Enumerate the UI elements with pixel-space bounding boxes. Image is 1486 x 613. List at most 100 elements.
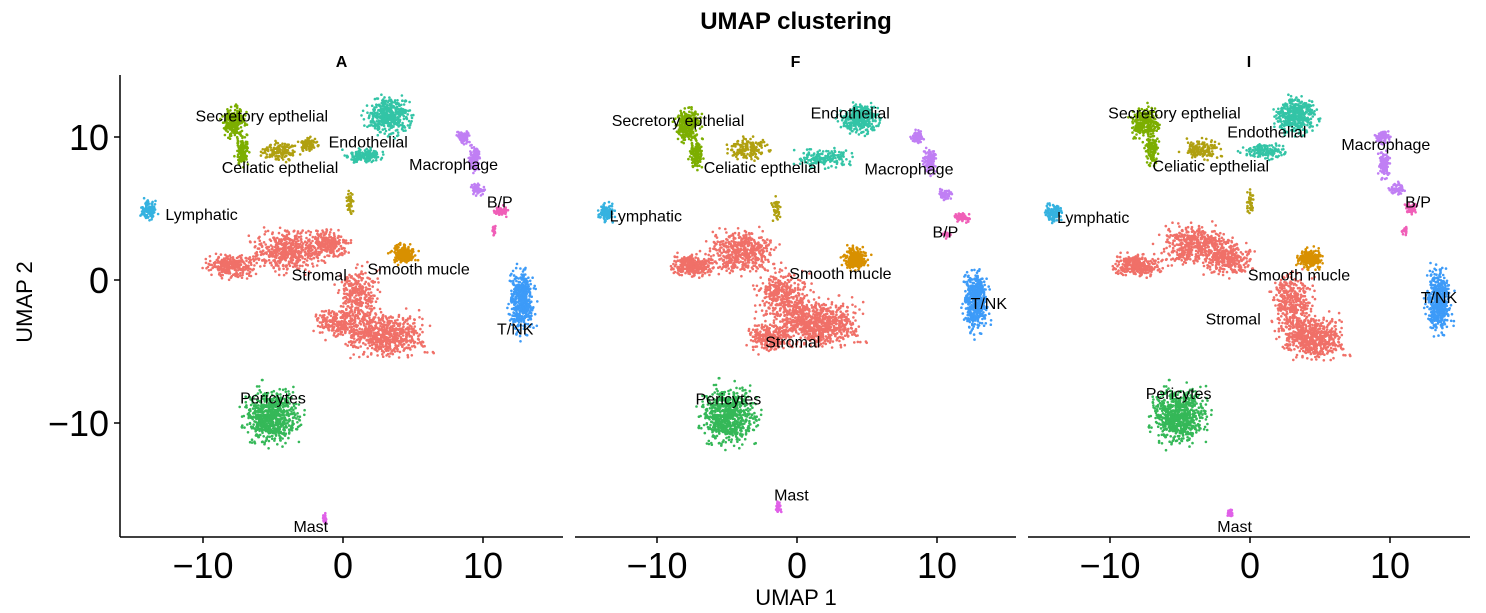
cell-point xyxy=(309,249,313,253)
cell-point xyxy=(305,236,308,240)
cell-point xyxy=(473,182,476,186)
cell-point xyxy=(410,114,413,117)
cell-point xyxy=(297,440,301,444)
cell-point xyxy=(301,264,304,268)
cell-point xyxy=(267,439,271,443)
cell-point xyxy=(235,266,238,269)
cell-point xyxy=(236,149,239,153)
cell-point xyxy=(319,325,322,329)
cell-point xyxy=(259,265,262,268)
cell-point xyxy=(385,343,388,347)
cell-point xyxy=(306,252,310,256)
cell-point xyxy=(280,252,283,255)
cell-point xyxy=(254,258,257,261)
cell-point xyxy=(323,248,327,252)
cell-point xyxy=(316,229,319,233)
cell-point xyxy=(267,413,270,417)
cell-point xyxy=(297,239,300,243)
cell-point xyxy=(258,239,262,243)
cell-point xyxy=(398,324,401,328)
cell-point xyxy=(386,101,390,104)
cell-point xyxy=(355,314,358,317)
cell-point xyxy=(280,418,283,421)
cell-point xyxy=(403,247,406,251)
cell-point xyxy=(372,327,375,330)
cell-point xyxy=(417,308,421,312)
cell-point xyxy=(239,271,242,275)
cell-point xyxy=(273,245,277,249)
cell-point xyxy=(353,296,356,299)
cell-point xyxy=(292,408,295,412)
cell-point xyxy=(409,249,413,253)
cell-point xyxy=(262,241,266,244)
cell-point xyxy=(219,260,223,263)
cell-point xyxy=(248,240,252,243)
cluster-stromal xyxy=(201,226,436,360)
cell-point xyxy=(330,236,334,240)
cell-point xyxy=(298,419,302,422)
cell-point xyxy=(278,268,281,271)
cell-point xyxy=(352,331,356,335)
cell-point xyxy=(258,235,261,239)
cell-point xyxy=(456,134,460,138)
cell-point xyxy=(362,316,366,320)
cell-point xyxy=(332,321,335,324)
cell-point xyxy=(406,251,410,255)
cell-point xyxy=(245,133,248,136)
cell-point xyxy=(339,322,343,326)
cell-point xyxy=(304,254,307,257)
cell-point xyxy=(385,326,389,330)
cell-point xyxy=(271,434,274,438)
cell-point xyxy=(388,344,392,348)
cell-point xyxy=(307,229,310,233)
cell-point xyxy=(327,311,331,314)
cell-point xyxy=(483,188,487,191)
cell-point xyxy=(328,233,331,236)
facet-title: A xyxy=(336,54,348,71)
cell-point xyxy=(277,431,280,435)
cell-point xyxy=(242,414,246,418)
cell-point xyxy=(347,241,350,245)
cell-point xyxy=(364,280,368,284)
cell-point xyxy=(349,289,352,292)
cell-point xyxy=(145,202,148,205)
cell-point xyxy=(264,243,268,246)
cell-point xyxy=(269,431,272,435)
y-tick-label: 10 xyxy=(69,117,109,158)
cell-point xyxy=(289,251,293,255)
cell-point xyxy=(291,149,295,152)
cell-point xyxy=(285,271,288,275)
cell-point xyxy=(391,316,395,319)
cell-point xyxy=(214,252,218,256)
cell-point xyxy=(241,141,244,145)
cell-point xyxy=(293,262,297,265)
cell-point xyxy=(273,439,276,442)
cell-point xyxy=(382,119,385,122)
cell-point xyxy=(368,318,372,322)
cell-point xyxy=(397,243,401,246)
cell-point xyxy=(230,275,233,278)
cell-point xyxy=(410,354,414,357)
cell-point xyxy=(153,211,156,214)
cell-point xyxy=(356,311,360,315)
cell-point xyxy=(408,324,412,327)
cell-point xyxy=(226,126,229,130)
cell-point xyxy=(428,324,432,328)
cell-point xyxy=(285,426,289,429)
cell-point xyxy=(397,334,401,338)
cell-point xyxy=(152,205,156,209)
cell-point xyxy=(344,317,347,320)
cell-point xyxy=(404,253,408,257)
cell-point xyxy=(401,345,404,348)
cell-point xyxy=(264,230,267,233)
cell-point xyxy=(275,250,278,253)
cell-point xyxy=(340,247,344,250)
cell-point xyxy=(266,229,270,233)
cell-point xyxy=(344,342,347,346)
cell-point xyxy=(314,252,317,256)
cell-point xyxy=(282,237,286,241)
cell-point xyxy=(370,300,374,303)
cell-point xyxy=(268,254,272,258)
cell-point xyxy=(296,260,300,263)
